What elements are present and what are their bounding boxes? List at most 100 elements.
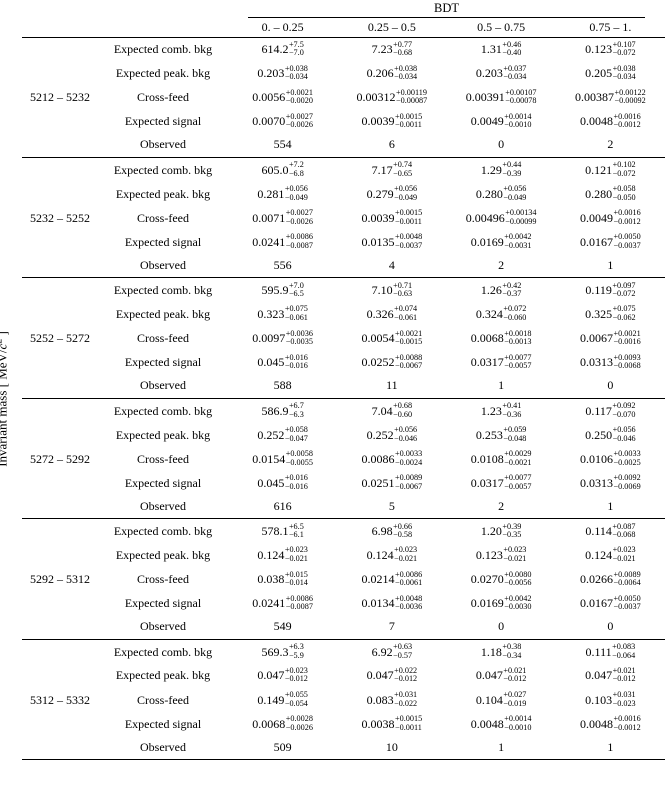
central-value: 0.326: [367, 308, 394, 320]
central-value: 0.325: [585, 308, 612, 320]
central-value: 7.10: [372, 284, 393, 296]
asym-errors: +6.7−6.3: [289, 402, 304, 419]
err-down: −0.0026: [286, 218, 313, 227]
y-axis-label: Invariant mass [ MeV/c2 ]: [0, 331, 11, 467]
category-label: Expected peak. bkg: [98, 663, 228, 687]
value-with-errors: 6.92+0.63−0.57: [372, 643, 412, 660]
value-cell: 0.103+0.031−0.023: [556, 688, 665, 712]
central-value: 0.205: [585, 67, 612, 79]
central-value: 0.281: [257, 188, 284, 200]
err-down: −0.35: [502, 531, 521, 540]
category-label: Observed: [98, 736, 228, 760]
value-cell: 0.0134+0.0048−0.0036: [337, 591, 446, 615]
central-value: 595.9: [261, 284, 288, 296]
value-with-errors: 0.114+0.087−0.068: [585, 523, 635, 540]
value-cell: 0.252+0.056−0.046: [337, 423, 446, 447]
table-row: Expected signal 0.0070+0.0027−0.0026 0.0…: [22, 109, 665, 133]
value-cell: 605.0+7.2−6.8: [228, 157, 337, 181]
central-value: 0.117: [585, 405, 612, 417]
err-down: −0.022: [394, 700, 417, 709]
central-value: 0.103: [585, 694, 612, 706]
value-with-errors: 0.0071+0.0027−0.0026: [252, 209, 313, 226]
value-cell: 7.17+0.74−0.65: [337, 157, 446, 181]
value-cell: 0.0048+0.0016−0.0012: [556, 712, 665, 736]
asym-errors: +0.42−0.37: [502, 282, 521, 299]
asym-errors: +0.056−0.049: [503, 185, 526, 202]
value-with-errors: 0.047+0.021−0.012: [476, 667, 527, 684]
value-cell: 0.0252+0.0088−0.0067: [337, 350, 446, 374]
table-row: Cross-feed 0.149+0.055−0.054 0.083+0.031…: [22, 688, 665, 712]
value-cell: 0.0270+0.0080−0.0056: [447, 567, 556, 591]
value-cell: 1.18+0.38−0.34: [447, 639, 556, 663]
central-value: 578.1: [261, 525, 288, 537]
value-with-errors: 1.20+0.39−0.35: [481, 523, 521, 540]
value-cell: 569.3+6.3−5.9: [228, 639, 337, 663]
value-cell: 10: [337, 736, 446, 760]
value-cell: 4: [337, 254, 446, 278]
central-value: 0.0038: [362, 718, 395, 730]
value-cell: 0.0049+0.0016−0.0012: [556, 206, 665, 230]
table-row: Cross-feed 0.0097+0.0036−0.0035 0.0054+0…: [22, 326, 665, 350]
category-label: Expected comb. bkg: [98, 278, 228, 302]
value-cell: 0.0135+0.0048−0.0037: [337, 230, 446, 254]
value-with-errors: 0.123+0.107−0.072: [585, 41, 636, 58]
asym-errors: +0.0016−0.0012: [614, 113, 641, 130]
err-down: −6.8: [289, 170, 304, 179]
asym-errors: +0.71−0.63: [393, 282, 412, 299]
value-cell: 586.9+6.7−6.3: [228, 398, 337, 422]
value-with-errors: 0.280+0.058−0.050: [585, 185, 636, 202]
category-label: Expected signal: [98, 471, 228, 495]
value-with-errors: 586.9+6.7−6.3: [261, 402, 303, 419]
table-row: Cross-feed 0.0154+0.0058−0.0055 0.0086+0…: [22, 447, 665, 471]
central-value: 0.0108: [471, 453, 504, 465]
central-value: 0.104: [476, 694, 503, 706]
table-row: Observed5881110: [22, 374, 665, 398]
err-down: −0.049: [285, 194, 308, 203]
value-cell: 0.124+0.023−0.021: [337, 543, 446, 567]
value: 4: [389, 258, 395, 272]
value-cell: 578.1+6.5−6.1: [228, 519, 337, 543]
central-value: 0.203: [476, 67, 503, 79]
value-with-errors: 0.00312+0.00119−0.00087: [357, 89, 428, 106]
asym-errors: +0.097−0.072: [612, 282, 635, 299]
asym-errors: +0.63−0.57: [393, 643, 412, 660]
asym-errors: +0.0033−0.0025: [614, 450, 641, 467]
central-value: 1.29: [481, 164, 502, 176]
value-cell: 554: [228, 133, 337, 157]
asym-errors: +0.0050−0.0037: [614, 595, 641, 612]
central-value: 0.0241: [252, 236, 285, 248]
category-label: Expected peak. bkg: [98, 182, 228, 206]
value-with-errors: 0.124+0.023−0.021: [257, 546, 308, 563]
central-value: 0.0317: [471, 477, 504, 489]
table-header: BDT 0. – 0.25 0.25 – 0.5 0.5 – 0.75 0.75…: [22, 0, 665, 37]
value-cell: 0.124+0.023−0.021: [228, 543, 337, 567]
value: 0: [498, 137, 504, 151]
value-cell: 0.0154+0.0058−0.0055: [228, 447, 337, 471]
err-down: −0.0021: [504, 459, 531, 468]
value-with-errors: 0.0241+0.0086−0.0087: [252, 233, 313, 250]
asym-errors: +0.021−0.012: [503, 667, 526, 684]
value-cell: 0.121+0.102−0.072: [556, 157, 665, 181]
value: 0: [607, 378, 613, 392]
value-cell: 0.0039+0.0015−0.0011: [337, 206, 446, 230]
value-with-errors: 1.26+0.42−0.37: [481, 282, 521, 299]
value-with-errors: 0.038+0.015−0.014: [257, 571, 308, 588]
err-down: −0.061: [394, 314, 417, 323]
err-down: −0.0087: [286, 242, 313, 251]
err-down: −0.0067: [395, 483, 422, 492]
category-label: Observed: [98, 374, 228, 398]
value: 1: [498, 740, 504, 754]
central-value: 0.253: [476, 429, 503, 441]
value-with-errors: 0.149+0.055−0.054: [257, 691, 308, 708]
category-label: Observed: [98, 615, 228, 639]
value-with-errors: 0.124+0.023−0.021: [367, 546, 418, 563]
value-cell: 0.0067+0.0021−0.0016: [556, 326, 665, 350]
err-down: −0.049: [394, 194, 417, 203]
asym-errors: +0.092−0.070: [612, 402, 635, 419]
value-cell: 549: [228, 615, 337, 639]
value-cell: 0.104+0.027−0.019: [447, 688, 556, 712]
table-row: Observed549700: [22, 615, 665, 639]
asym-errors: +0.031−0.023: [613, 691, 636, 708]
err-down: −0.0011: [395, 724, 422, 733]
asym-errors: +0.0048−0.0036: [395, 595, 422, 612]
